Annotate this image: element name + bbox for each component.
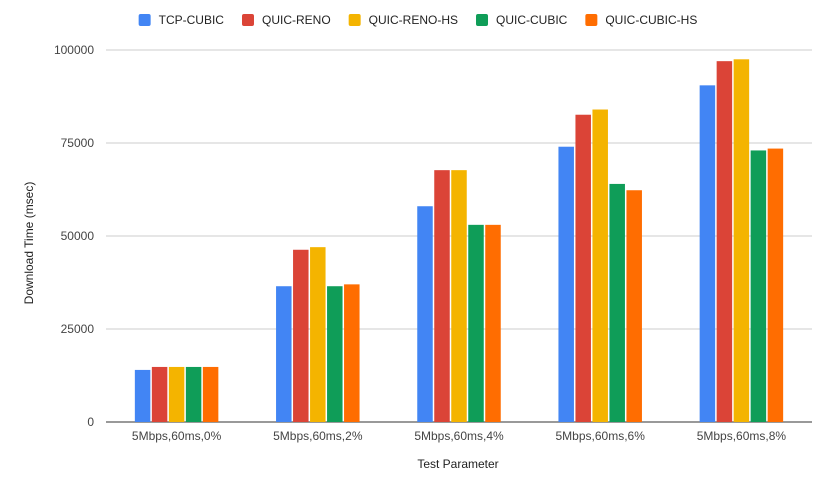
legend-label: TCP-CUBIC — [159, 13, 225, 27]
bar-quic-reno-hs-2 — [451, 170, 467, 422]
bar-quic-reno-hs-3 — [592, 109, 608, 423]
bar-quic-reno-2 — [434, 170, 450, 422]
x-axis-ticks: 5Mbps,60ms,0% 5Mbps,60ms,2% 5Mbps,60ms,4% 5… — [132, 429, 787, 443]
legend-label: QUIC-RENO — [262, 13, 331, 27]
bar-quic-reno-4 — [716, 61, 733, 422]
bar-quic-cubic-2 — [468, 224, 484, 422]
bar-tcp-cubic-4 — [699, 85, 716, 422]
legend-swatch — [241, 14, 254, 26]
x-tick-label: 5Mbps,60ms,0% — [132, 429, 222, 443]
bar-quic-cubic-hs-2 — [485, 224, 501, 422]
x-tick-label: 5Mbps,60ms,6% — [556, 429, 646, 443]
x-tick-label: 5Mbps,60ms,2% — [273, 429, 363, 443]
bar-tcp-cubic-0 — [134, 369, 151, 422]
bar-quic-cubic-hs-3 — [626, 190, 642, 422]
legend: TCP-CUBIC QUIC-RENO QUIC-RENO-HS QUIC-CUBIC… — [138, 13, 697, 27]
legend-item: TCP-CUBIC — [138, 13, 225, 27]
bar-tcp-cubic-3 — [558, 146, 574, 422]
legend-label: QUIC-CUBIC-HS — [605, 13, 697, 27]
legend-swatch — [138, 14, 151, 26]
y-axis-label: Download Time (msec) — [22, 182, 36, 305]
bar-quic-cubic-hs-0 — [202, 366, 219, 422]
legend-swatch — [476, 14, 489, 26]
y-tick-label: 0 — [87, 415, 94, 429]
bars — [134, 59, 784, 423]
y-axis-ticks: 0 25000 50000 75000 100000 — [54, 43, 94, 429]
legend-item: QUIC-CUBIC-HS — [585, 13, 697, 27]
legend-label: QUIC-CUBIC — [496, 13, 568, 27]
bar-tcp-cubic-2 — [417, 206, 433, 422]
legend-label: QUIC-RENO-HS — [369, 13, 458, 27]
bar-quic-cubic-0 — [185, 366, 202, 422]
y-tick-label: 100000 — [54, 43, 94, 57]
x-tick-label: 5Mbps,60ms,8% — [697, 429, 787, 443]
legend-item: QUIC-RENO-HS — [348, 13, 458, 27]
bar-quic-cubic-1 — [327, 286, 343, 422]
legend-swatch — [585, 14, 598, 26]
bar-quic-cubic-4 — [750, 150, 767, 422]
x-tick-label: 5Mbps,60ms,4% — [414, 429, 504, 443]
legend-item: QUIC-RENO — [241, 13, 331, 27]
bar-quic-reno-hs-1 — [310, 247, 326, 422]
x-axis-label: Test Parameter — [417, 457, 498, 471]
bar-tcp-cubic-1 — [276, 286, 292, 422]
y-tick-label: 50000 — [61, 229, 95, 243]
bar-quic-reno-hs-0 — [168, 366, 185, 422]
legend-item: QUIC-CUBIC — [476, 13, 568, 27]
y-tick-label: 25000 — [61, 322, 95, 336]
bar-quic-cubic-hs-1 — [344, 284, 360, 422]
bar-quic-reno-3 — [575, 114, 591, 422]
bar-quic-reno-0 — [151, 366, 168, 422]
bar-quic-reno-hs-4 — [733, 59, 750, 423]
bar-quic-cubic-hs-4 — [767, 148, 784, 422]
y-tick-label: 75000 — [61, 136, 95, 150]
bar-quic-reno-1 — [293, 249, 309, 422]
legend-swatch — [348, 14, 361, 26]
bar-quic-cubic-3 — [609, 183, 625, 422]
